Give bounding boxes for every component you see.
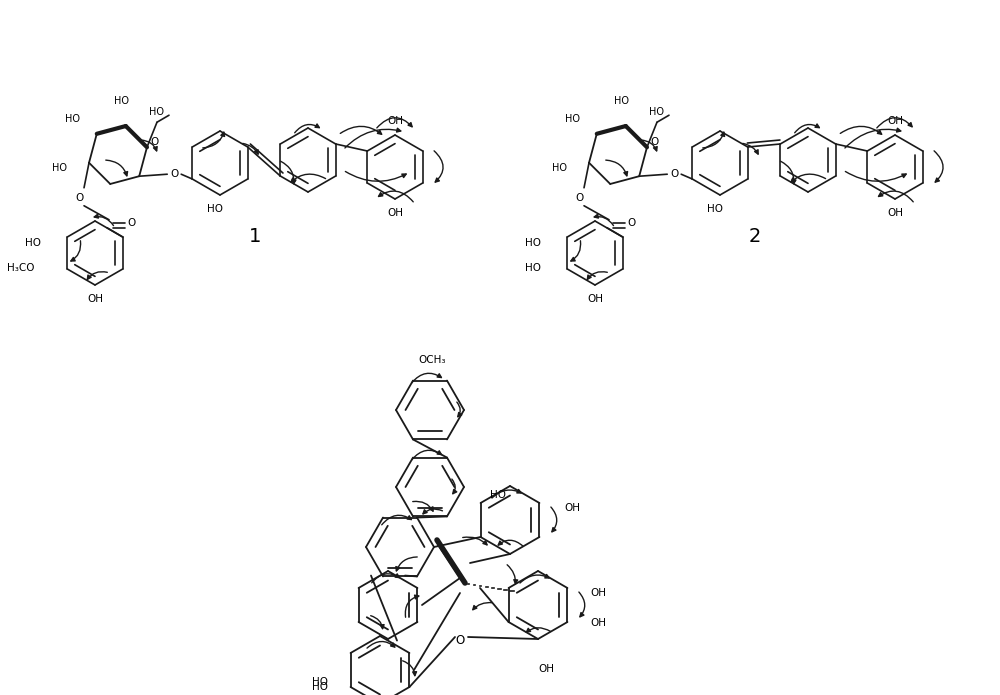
Text: HO: HO — [525, 263, 541, 273]
Text: O: O — [627, 218, 635, 228]
Text: OH: OH — [87, 294, 103, 304]
Text: H₃CO: H₃CO — [8, 263, 35, 273]
Text: HO: HO — [525, 238, 541, 248]
Text: HO: HO — [614, 96, 629, 106]
Text: O: O — [127, 218, 135, 228]
Text: HO: HO — [25, 238, 41, 248]
Text: HO: HO — [552, 163, 567, 173]
Text: O: O — [670, 169, 678, 179]
Text: OCH₃: OCH₃ — [418, 355, 446, 365]
Text: HO: HO — [207, 204, 223, 214]
Text: OH: OH — [387, 208, 403, 218]
Text: HO: HO — [490, 490, 506, 500]
Text: HO: HO — [707, 204, 723, 214]
Text: 2: 2 — [749, 227, 761, 247]
Text: OH: OH — [590, 588, 606, 598]
Text: O: O — [75, 193, 83, 203]
Text: OH: OH — [887, 208, 903, 218]
Text: OH: OH — [587, 294, 603, 304]
Text: HO: HO — [114, 96, 129, 106]
Text: HO: HO — [649, 107, 664, 117]
Text: HO: HO — [149, 107, 164, 117]
Text: 1: 1 — [249, 227, 261, 247]
Text: HO: HO — [312, 677, 328, 687]
Text: OH: OH — [590, 618, 606, 628]
Text: HO: HO — [52, 163, 67, 173]
Text: OH: OH — [564, 503, 580, 513]
Text: OH: OH — [387, 116, 403, 126]
Text: O: O — [170, 169, 178, 179]
Text: OH: OH — [538, 664, 554, 674]
Text: HO: HO — [65, 114, 80, 124]
Text: O: O — [651, 137, 659, 147]
Text: HO: HO — [565, 114, 580, 124]
Text: O: O — [575, 193, 583, 203]
Text: OH: OH — [887, 116, 903, 126]
Text: O: O — [455, 634, 465, 646]
Text: HO: HO — [312, 682, 328, 692]
Text: O: O — [151, 137, 159, 147]
